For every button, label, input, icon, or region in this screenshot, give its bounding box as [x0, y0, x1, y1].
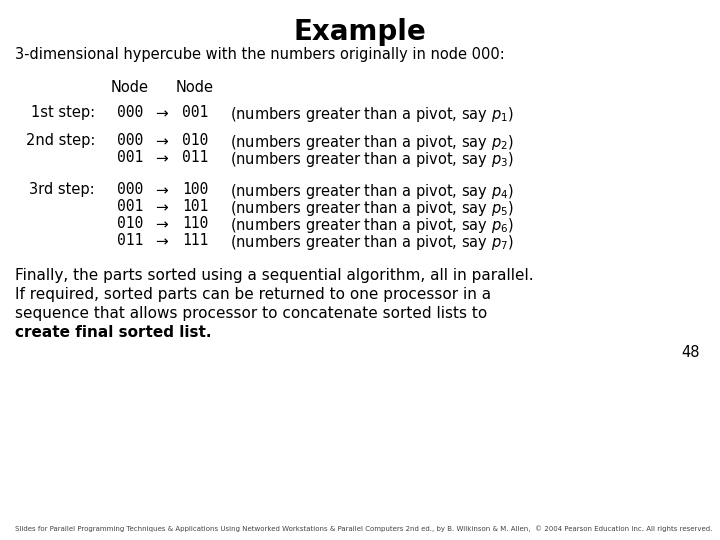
Text: Node: Node: [176, 80, 214, 95]
Text: $\rightarrow$: $\rightarrow$: [153, 199, 171, 214]
Text: 001: 001: [117, 150, 143, 165]
Text: 3rd step:: 3rd step:: [30, 182, 95, 197]
Text: 011: 011: [182, 150, 208, 165]
Text: (numbers greater than a pivot, say $p_{3}$): (numbers greater than a pivot, say $p_{3…: [230, 150, 513, 169]
Text: (numbers greater than a pivot, say $p_{7}$): (numbers greater than a pivot, say $p_{7…: [230, 233, 513, 252]
Text: (numbers greater than a pivot, say $p_{1}$): (numbers greater than a pivot, say $p_{1…: [230, 105, 513, 124]
Text: If required, sorted parts can be returned to one processor in a: If required, sorted parts can be returne…: [15, 287, 491, 302]
Text: 000: 000: [117, 182, 143, 197]
Text: 48: 48: [682, 345, 700, 360]
Text: Node: Node: [111, 80, 149, 95]
Text: $\rightarrow$: $\rightarrow$: [153, 233, 171, 248]
Text: create final sorted list.: create final sorted list.: [15, 325, 212, 340]
Text: 100: 100: [182, 182, 208, 197]
Text: $\rightarrow$: $\rightarrow$: [153, 216, 171, 231]
Text: 010: 010: [182, 133, 208, 148]
Text: 000: 000: [117, 133, 143, 148]
Text: 000: 000: [117, 105, 143, 120]
Text: Finally, the parts sorted using a sequential algorithm, all in parallel.: Finally, the parts sorted using a sequen…: [15, 268, 534, 283]
Text: (numbers greater than a pivot, say $p_{2}$): (numbers greater than a pivot, say $p_{2…: [230, 133, 513, 152]
Text: 111: 111: [182, 233, 208, 248]
Text: 110: 110: [182, 216, 208, 231]
Text: 3-dimensional hypercube with the numbers originally in node 000:: 3-dimensional hypercube with the numbers…: [15, 47, 505, 62]
Text: 010: 010: [117, 216, 143, 231]
Text: $\rightarrow$: $\rightarrow$: [153, 150, 171, 165]
Text: $\rightarrow$: $\rightarrow$: [153, 182, 171, 197]
Text: Slides for Parallel Programming Techniques & Applications Using Networked Workst: Slides for Parallel Programming Techniqu…: [15, 525, 712, 532]
Text: 001: 001: [182, 105, 208, 120]
Text: Example: Example: [294, 18, 426, 46]
Text: $\rightarrow$: $\rightarrow$: [153, 105, 171, 120]
Text: 101: 101: [182, 199, 208, 214]
Text: $\rightarrow$: $\rightarrow$: [153, 133, 171, 148]
Text: 1st step:: 1st step:: [31, 105, 95, 120]
Text: (numbers greater than a pivot, say $p_{4}$): (numbers greater than a pivot, say $p_{4…: [230, 182, 513, 201]
Text: 011: 011: [117, 233, 143, 248]
Text: (numbers greater than a pivot, say $p_{5}$): (numbers greater than a pivot, say $p_{5…: [230, 199, 513, 218]
Text: sequence that allows processor to concatenate sorted lists to: sequence that allows processor to concat…: [15, 306, 487, 321]
Text: 2nd step:: 2nd step:: [26, 133, 95, 148]
Text: (numbers greater than a pivot, say $p_{6}$): (numbers greater than a pivot, say $p_{6…: [230, 216, 513, 235]
Text: 001: 001: [117, 199, 143, 214]
